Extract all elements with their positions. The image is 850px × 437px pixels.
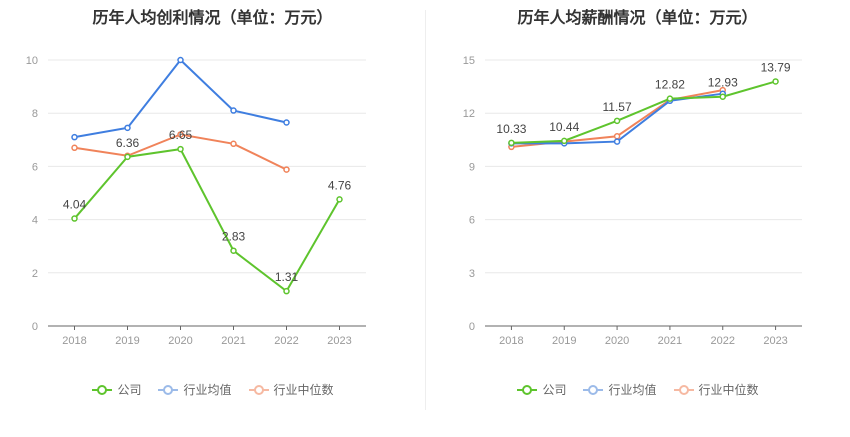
data-point-company[interactable] [561,137,568,145]
y-tick-label: 6 [469,215,475,227]
data-label: 1.31 [275,270,299,284]
data-point-industry-median[interactable] [71,144,78,152]
data-point-industry-avg[interactable] [283,119,290,126]
data-label: 10.44 [549,120,579,134]
y-tick-label: 0 [32,321,38,333]
y-tick-label: 2 [32,268,38,280]
x-tick-label: 2022 [711,335,735,347]
x-tick-label: 2022 [274,335,298,347]
data-point-industry-avg[interactable] [613,138,621,145]
x-tick-label: 2023 [763,335,787,347]
data-point-industry-avg[interactable] [177,56,184,64]
salary-chart-legend: 公司 行业均值 行业中位数 [425,381,850,398]
legend-industry-avg-label: 行业均值 [608,383,657,397]
data-point-company[interactable] [666,95,674,102]
data-point-company[interactable] [71,215,78,222]
x-tick-label: 2023 [327,335,351,347]
x-tick-label: 2020 [168,335,192,347]
salary-chart-panel: 历年人均薪酬情况（单位：万元） 0 3 6 9 12 15 2018 2019 2020 2021… [425,0,850,437]
data-point-industry-median[interactable] [230,140,237,148]
data-point-company[interactable] [613,117,621,125]
series-line-company [73,148,341,293]
x-tick-label: 2018 [62,335,86,347]
legend-company[interactable]: 公司 [516,381,566,398]
legend-industry-median-icon [248,384,269,395]
x-tick-label: 2018 [499,335,523,347]
data-point-industry-avg[interactable] [230,107,237,114]
data-point-company[interactable] [283,287,290,295]
data-label: 6.65 [169,128,193,142]
legend-company-icon [92,384,113,395]
data-point-company[interactable] [177,145,184,153]
data-label: 6.36 [116,136,140,150]
data-label: 2.83 [222,230,246,244]
legend-industry-avg[interactable]: 行业均值 [582,381,657,398]
y-tick-label: 12 [463,108,475,120]
y-tick-label: 15 [463,55,475,67]
data-point-company[interactable] [508,139,515,147]
data-point-industry-median[interactable] [283,166,290,173]
data-point-company[interactable] [124,153,131,161]
legend-company-icon [517,384,538,395]
legend-industry-median-label: 行业中位数 [273,383,334,397]
data-label: 4.04 [63,198,87,212]
series-line-industry-avg [74,58,287,139]
salary-chart: 0 3 6 9 12 15 2018 2019 2020 2021 2022 2023 10.33 10.… [463,55,802,347]
data-label: 11.57 [603,100,632,114]
y-tick-label: 10 [26,55,38,67]
legend-industry-avg[interactable]: 行业均值 [157,381,232,398]
legend-industry-median-label: 行业中位数 [698,383,759,397]
legend-industry-avg-label: 行业均值 [183,383,232,397]
data-point-company[interactable] [336,196,343,203]
data-label: 4.76 [328,178,352,192]
legend-company-label: 公司 [542,383,567,397]
data-point-industry-median[interactable] [613,133,621,140]
panel-divider [425,10,426,410]
y-tick-label: 9 [469,161,475,173]
x-tick-label: 2019 [552,335,576,347]
legend-industry-median[interactable]: 行业中位数 [248,381,334,398]
data-point-company[interactable] [230,247,237,254]
data-point-industry-avg[interactable] [71,133,78,141]
data-label: 13.79 [761,60,791,74]
legend-industry-avg-icon [583,384,604,395]
x-tick-label: 2020 [605,335,629,347]
x-tick-label: 2021 [221,335,245,347]
y-tick-label: 3 [469,268,475,280]
y-tick-label: 8 [32,108,38,120]
data-point-industry-avg[interactable] [124,124,131,132]
legend-company-label: 公司 [117,383,142,397]
legend-industry-median[interactable]: 行业中位数 [673,381,759,398]
profit-chart-title: 历年人均创利情况（单位：万元） [92,10,333,27]
profit-chart-panel: 历年人均创利情况（单位：万元） 0 2 4 6 8 10 2018 2019 2020 2021 2… [0,10,425,398]
series-line-company [511,80,776,144]
data-point-industry-median[interactable] [177,131,184,138]
y-tick-label: 0 [469,321,475,333]
y-tick-label: 4 [32,215,38,227]
profit-chart: 0 2 4 6 8 10 2018 2019 2020 2021 2022 2023 4.04 6.36 6… [26,55,366,347]
x-tick-label: 2019 [115,335,139,347]
profit-chart-legend: 公司 行业均值 行业中位数 [0,381,425,398]
data-point-company[interactable] [772,78,779,85]
salary-chart-title: 历年人均薪酬情况（单位：万元） [517,10,758,27]
x-tick-label: 2021 [658,335,682,347]
legend-industry-avg-icon [158,384,179,395]
legend-company[interactable]: 公司 [91,381,141,398]
data-label: 10.33 [496,122,526,136]
data-label: 12.93 [708,76,738,90]
legend-industry-median-icon [673,384,694,395]
data-point-company[interactable] [719,93,726,100]
data-label: 12.82 [655,78,685,92]
y-tick-label: 6 [32,161,38,173]
